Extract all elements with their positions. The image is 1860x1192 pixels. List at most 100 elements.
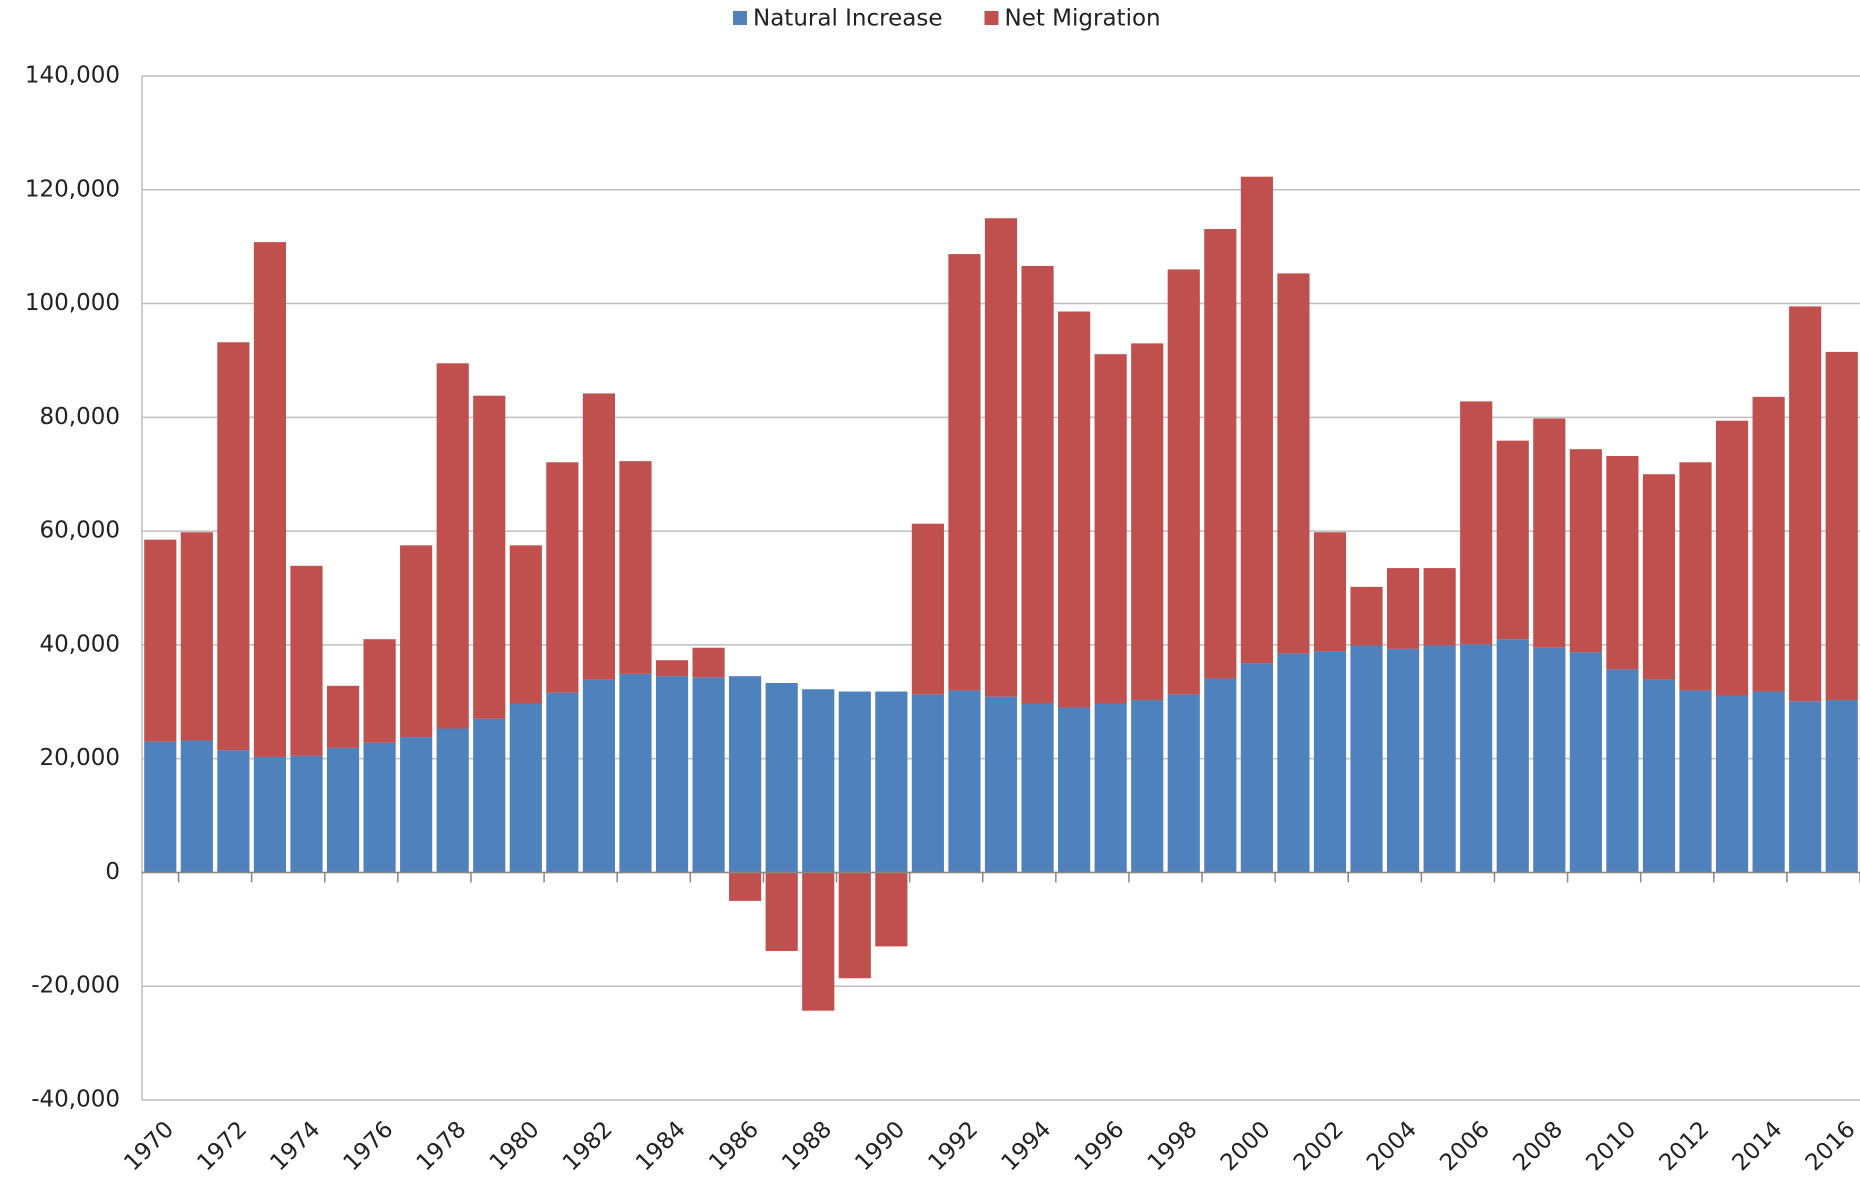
- bar-segment: [1642, 679, 1676, 873]
- x-tick-label: 1986: [704, 1116, 764, 1176]
- bar-segment: [1021, 266, 1054, 704]
- x-tick-label: 1988: [777, 1116, 837, 1176]
- bar-segment: [619, 461, 652, 674]
- y-tick-label: 140,000: [25, 63, 120, 89]
- bar-segment: [290, 755, 323, 873]
- bar-segment: [948, 690, 981, 873]
- bar-segment: [765, 872, 798, 951]
- bar-segment: [802, 872, 835, 1011]
- x-tick-label: 2006: [1435, 1116, 1495, 1176]
- bar-segment: [1715, 695, 1749, 873]
- bar-segment: [217, 342, 250, 751]
- bar-segment: [1606, 456, 1639, 670]
- x-tick-label: 2002: [1289, 1116, 1349, 1176]
- bar-segment: [180, 532, 213, 741]
- bar-segment: [1423, 568, 1456, 646]
- bar-segment: [1350, 586, 1383, 646]
- x-tick-label: 1998: [1143, 1116, 1203, 1176]
- bar-segment: [911, 694, 944, 873]
- y-tick-label: 60,000: [40, 518, 120, 544]
- bar-segment: [400, 545, 433, 738]
- bar-segment: [1533, 418, 1566, 648]
- legend-label: Net Migration: [1004, 6, 1160, 32]
- bar-segment: [363, 742, 396, 873]
- bar-segment: [473, 718, 506, 873]
- bar-segment: [875, 872, 908, 947]
- y-tick-label: 80,000: [40, 404, 120, 430]
- x-tick-label: 2004: [1362, 1116, 1422, 1176]
- bar-segment: [1423, 645, 1456, 873]
- bar-segment: [509, 703, 542, 873]
- x-tick-label: 1970: [119, 1116, 179, 1176]
- x-tick-label: 2016: [1801, 1116, 1860, 1176]
- y-tick-label: -20,000: [31, 973, 120, 999]
- bar-segment: [436, 363, 469, 729]
- bar-segment: [692, 647, 725, 678]
- bar-segment: [253, 756, 287, 873]
- bar-segment: [692, 677, 725, 873]
- x-tick-label: 1980: [485, 1116, 545, 1176]
- bar-segment: [1642, 474, 1676, 680]
- bar-segment: [1460, 401, 1493, 645]
- bar-segment: [1387, 568, 1420, 649]
- y-tick-label: 0: [105, 859, 120, 885]
- bar-segment: [180, 740, 213, 873]
- bar-segment: [1387, 648, 1420, 873]
- bar-segment: [1313, 651, 1347, 873]
- x-tick-label: 1976: [339, 1116, 399, 1176]
- bar-segment: [217, 750, 250, 873]
- y-tick-label: 100,000: [25, 290, 120, 316]
- bar-segment: [546, 462, 579, 693]
- bar-segment: [1825, 351, 1858, 701]
- bar-segment: [1752, 396, 1785, 692]
- bar-segment: [1679, 462, 1712, 691]
- bar-segment: [1496, 639, 1529, 873]
- bar-segment: [1313, 532, 1347, 652]
- bar-segment: [838, 691, 871, 873]
- bar-segment: [1606, 669, 1639, 873]
- x-tick-label: 2000: [1216, 1116, 1276, 1176]
- bar-segment: [582, 679, 615, 873]
- bar-segment: [948, 254, 981, 691]
- bar-segment: [1094, 703, 1127, 873]
- bar-segment: [1240, 663, 1273, 873]
- bar-segment: [1715, 420, 1749, 696]
- bar-segment: [400, 737, 433, 873]
- bar-segment: [1825, 700, 1858, 873]
- bar-segment: [1350, 645, 1383, 873]
- bar-segment: [1277, 273, 1310, 654]
- x-tick-label: 1984: [631, 1116, 691, 1176]
- x-tick-label: 2014: [1728, 1116, 1788, 1176]
- y-tick-label: 20,000: [40, 745, 120, 771]
- bar-segment: [1058, 707, 1091, 873]
- bar-segment: [326, 747, 360, 873]
- x-tick-label: 1994: [997, 1116, 1057, 1176]
- x-tick-label: 1992: [924, 1116, 984, 1176]
- bar-segment: [1789, 701, 1822, 873]
- bar-segment: [1679, 690, 1712, 873]
- bar-segment: [911, 523, 944, 695]
- bar-segment: [1204, 229, 1237, 679]
- bar-segment: [253, 242, 287, 757]
- bar-segment: [1094, 354, 1127, 704]
- legend-swatch: [984, 11, 999, 25]
- bar-segment: [290, 565, 323, 756]
- bar-segment: [1204, 678, 1237, 873]
- x-tick-label: 1978: [412, 1116, 472, 1176]
- bar-segment: [144, 539, 177, 742]
- bar-segment: [875, 691, 908, 873]
- x-tick-label: 1990: [850, 1116, 910, 1176]
- legend-label: Natural Increase: [753, 6, 942, 32]
- bar-segment: [546, 692, 579, 873]
- bar-segment: [729, 872, 762, 901]
- bar-segment: [436, 728, 469, 873]
- bar-segment: [619, 673, 652, 873]
- bar-segment: [655, 676, 689, 873]
- bar-segment: [1569, 652, 1602, 873]
- bar-segment: [1131, 700, 1164, 873]
- bar-segment: [984, 696, 1018, 873]
- x-tick-label: 2010: [1581, 1116, 1641, 1176]
- bar-segment: [326, 685, 360, 748]
